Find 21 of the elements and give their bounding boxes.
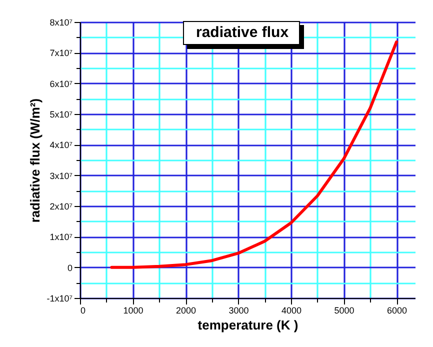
y-tick-label: 7x10⁷ [50,48,72,58]
x-tick-label: 0 [80,306,86,316]
y-axis-title: radiative flux (W/m²) [28,98,43,223]
x-axis-title: temperature (K ) [198,318,298,332]
line-series [110,40,398,269]
x-tick-label: 6000 [387,306,408,316]
x-tick-label: 1000 [123,306,144,316]
x-tick-label: 5000 [334,306,354,316]
chart-title: radiative flux [183,21,300,45]
y-tick-label: 0 [67,262,72,273]
y-tick-label: 4x10⁷ [50,140,72,150]
x-tick-label: 4000 [282,306,302,316]
y-tick-label: 5x10⁷ [50,110,72,120]
y-tick-label: 3x10⁷ [50,170,72,181]
y-tick-label: -1x10⁷ [46,294,72,304]
y-tick-label: 1x10⁷ [50,232,72,242]
y-tick-label: 6x10⁷ [50,78,72,89]
x-tick-label: 3000 [228,306,249,316]
x-tick-label: 2000 [176,306,196,316]
y-tick-label: 2x10⁷ [50,202,72,212]
y-tick-label: 8x10⁷ [50,18,72,28]
